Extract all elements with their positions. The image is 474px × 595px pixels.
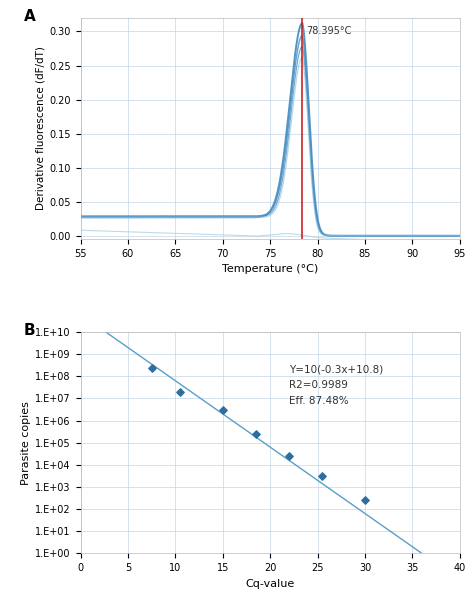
Text: A: A	[24, 9, 36, 24]
Point	[148, 363, 155, 372]
Point	[319, 472, 326, 481]
Text: Y=10(-0.3x+10.8)
R2=0.9989
Eff. 87.48%: Y=10(-0.3x+10.8) R2=0.9989 Eff. 87.48%	[289, 365, 383, 406]
Point	[176, 387, 184, 396]
X-axis label: Cq-value: Cq-value	[246, 578, 295, 588]
Y-axis label: Parasite copies: Parasite copies	[21, 401, 31, 485]
Point	[219, 405, 227, 415]
X-axis label: Temperature (°C): Temperature (°C)	[222, 264, 319, 274]
Text: 78.395°C: 78.395°C	[306, 26, 352, 36]
Point	[361, 496, 369, 505]
Point	[252, 429, 260, 439]
Point	[285, 451, 293, 461]
Y-axis label: Derivative fluorescence (dF/dT): Derivative fluorescence (dF/dT)	[35, 46, 45, 211]
Text: B: B	[24, 323, 36, 338]
